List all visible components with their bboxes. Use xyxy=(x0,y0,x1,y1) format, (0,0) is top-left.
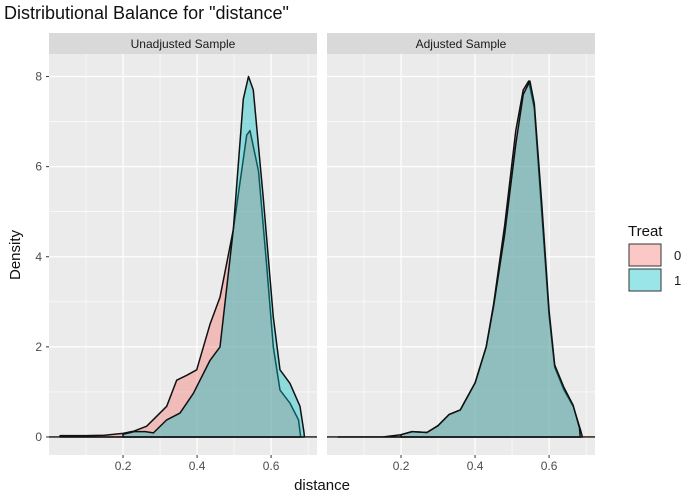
legend-key-1 xyxy=(628,268,662,292)
panel-background xyxy=(49,54,317,455)
facet-strip xyxy=(327,33,595,54)
legend-label: 0 xyxy=(674,248,681,263)
facet-label: Unadjusted Sample xyxy=(131,37,236,51)
y-axis-label: Density xyxy=(7,229,24,280)
facet-strip xyxy=(49,33,317,54)
legend-key-bg xyxy=(628,268,662,292)
x-tick-label: 0.2 xyxy=(115,459,132,473)
legend: 01 xyxy=(628,243,681,292)
facet-label: Adjusted Sample xyxy=(416,37,507,51)
legend-title: Treat xyxy=(628,223,663,240)
y-tick-label: 2 xyxy=(35,340,42,354)
legend-key-0 xyxy=(628,243,662,267)
x-tick-label: 0.2 xyxy=(393,459,410,473)
density-series-0 xyxy=(59,129,302,438)
legend-label: 1 xyxy=(674,273,681,288)
x-tick-label: 0.6 xyxy=(263,459,280,473)
x-tick-label: 0.4 xyxy=(467,459,484,473)
x-tick-label: 0.4 xyxy=(189,459,206,473)
legend-key-bg xyxy=(628,243,662,267)
y-tick-label: 0 xyxy=(35,430,42,444)
y-tick-label: 6 xyxy=(35,160,42,174)
x-tick-label: 0.6 xyxy=(541,459,558,473)
panel-0: Unadjusted Sample 0.2 0.4 0.6 0 2 4 6 8 xyxy=(35,33,317,473)
panel-1: Adjusted Sample 0.2 0.4 0.6 xyxy=(327,33,595,473)
y-tick-label: 8 xyxy=(35,70,42,84)
density-series-1 xyxy=(122,75,306,438)
y-tick-label: 4 xyxy=(35,250,42,264)
x-axis-label: distance xyxy=(294,477,350,494)
chart-title: Distributional Balance for "distance" xyxy=(4,3,289,23)
density-series-1 xyxy=(400,80,581,438)
panel-background xyxy=(327,54,595,455)
